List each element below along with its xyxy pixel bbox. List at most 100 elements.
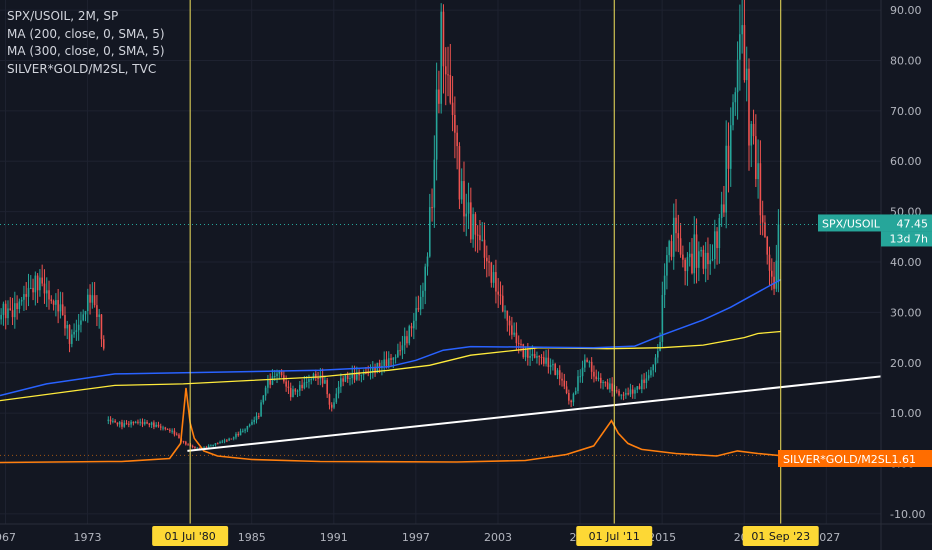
candle-body[interactable] — [232, 437, 235, 439]
candle-body[interactable] — [588, 361, 591, 363]
candle-body[interactable] — [506, 310, 509, 321]
candle-body[interactable] — [688, 253, 691, 258]
candle-body[interactable] — [68, 324, 71, 344]
candle-body[interactable] — [59, 304, 62, 312]
trendline[interactable] — [187, 375, 882, 452]
candle-body[interactable] — [572, 393, 575, 403]
candle-body[interactable] — [456, 132, 458, 147]
candle-body[interactable] — [134, 421, 137, 424]
candle-body[interactable] — [230, 438, 233, 440]
candle-body[interactable] — [397, 350, 399, 358]
candle-body[interactable] — [574, 391, 577, 394]
candle-body[interactable] — [255, 416, 258, 420]
candle-body[interactable] — [476, 234, 479, 236]
candle-body[interactable] — [93, 295, 96, 306]
candle-body[interactable] — [659, 341, 661, 351]
candle-body[interactable] — [153, 422, 155, 427]
candle-body[interactable] — [729, 125, 732, 169]
candle-body[interactable] — [451, 102, 454, 116]
candle-body[interactable] — [324, 380, 326, 384]
candle-body[interactable] — [490, 262, 493, 283]
candle-body[interactable] — [488, 261, 490, 263]
candle-body[interactable] — [406, 336, 408, 344]
candle-body[interactable] — [383, 359, 385, 366]
candle-body[interactable] — [269, 379, 271, 385]
date-marker-tag[interactable] — [576, 526, 653, 546]
candle-body[interactable] — [515, 332, 518, 344]
candle-body[interactable] — [41, 277, 43, 284]
candle-body[interactable] — [444, 66, 447, 75]
candle-body[interactable] — [278, 371, 281, 374]
candle-body[interactable] — [82, 314, 85, 321]
candle-body[interactable] — [394, 357, 397, 359]
candle-body[interactable] — [344, 375, 347, 382]
candle-body[interactable] — [43, 283, 46, 294]
candle-body[interactable] — [162, 427, 164, 429]
candle-body[interactable] — [98, 314, 100, 317]
candle-body[interactable] — [741, 25, 743, 35]
candle-body[interactable] — [652, 364, 655, 371]
candle-body[interactable] — [558, 370, 561, 379]
candle-body[interactable] — [0, 314, 2, 320]
candle-body[interactable] — [618, 390, 620, 396]
candle-body[interactable] — [34, 275, 37, 293]
candle-body[interactable] — [504, 310, 506, 312]
candle-body[interactable] — [107, 419, 110, 421]
candle-body[interactable] — [757, 163, 759, 180]
candle-body[interactable] — [408, 326, 411, 344]
candle-body[interactable] — [9, 308, 12, 311]
candle-body[interactable] — [647, 375, 650, 379]
candle-body[interactable] — [102, 339, 105, 349]
candle-body[interactable] — [579, 376, 582, 378]
candle-body-last[interactable] — [777, 224, 780, 283]
candle-body[interactable] — [299, 384, 301, 391]
candle-body[interactable] — [20, 299, 23, 302]
candle-body[interactable] — [552, 364, 554, 366]
date-marker-tag[interactable] — [152, 526, 229, 546]
candle-body[interactable] — [171, 430, 173, 432]
candle-body[interactable] — [702, 249, 705, 269]
candle-body[interactable] — [36, 275, 39, 291]
candle-body[interactable] — [677, 233, 680, 239]
candle-body[interactable] — [125, 423, 128, 425]
candle-body[interactable] — [123, 423, 126, 427]
candle-body[interactable] — [709, 260, 712, 265]
candle-body[interactable] — [50, 299, 53, 302]
candle-body[interactable] — [654, 357, 657, 365]
candle-body[interactable] — [517, 343, 520, 345]
candle-body[interactable] — [693, 234, 696, 274]
ma200-line[interactable] — [0, 278, 782, 397]
candle-body[interactable] — [365, 372, 367, 374]
candle-body[interactable] — [14, 303, 16, 318]
candle-body[interactable] — [150, 422, 153, 425]
candle-body[interactable] — [96, 305, 98, 317]
candle-body[interactable] — [326, 380, 328, 395]
candle-body[interactable] — [312, 373, 315, 380]
candle-body[interactable] — [625, 393, 627, 395]
candle-body[interactable] — [511, 325, 513, 335]
candle-body[interactable] — [61, 304, 64, 316]
candle-body[interactable] — [2, 303, 5, 315]
candle-body[interactable] — [385, 359, 388, 366]
candle-body[interactable] — [205, 447, 208, 449]
candle-body[interactable] — [739, 34, 741, 60]
candle-body[interactable] — [474, 214, 477, 235]
candle-body[interactable] — [91, 295, 94, 303]
candle-body[interactable] — [32, 287, 34, 293]
candle-body[interactable] — [604, 382, 607, 384]
candle-body[interactable] — [246, 426, 249, 430]
candle-body[interactable] — [565, 386, 568, 394]
legend-overlay[interactable]: SILVER*GOLD/M2SL, TVC — [7, 61, 157, 76]
candle-body[interactable] — [584, 359, 586, 368]
candle-body[interactable] — [292, 389, 294, 398]
candle-body[interactable] — [80, 320, 82, 325]
candle-body[interactable] — [458, 146, 461, 200]
candle-body[interactable] — [390, 358, 392, 360]
candle-body[interactable] — [581, 367, 584, 377]
candle-body[interactable] — [351, 372, 354, 379]
candle-body[interactable] — [766, 236, 769, 255]
candle-body[interactable] — [736, 59, 739, 93]
candle-body[interactable] — [761, 215, 764, 223]
candle-body[interactable] — [45, 290, 48, 294]
